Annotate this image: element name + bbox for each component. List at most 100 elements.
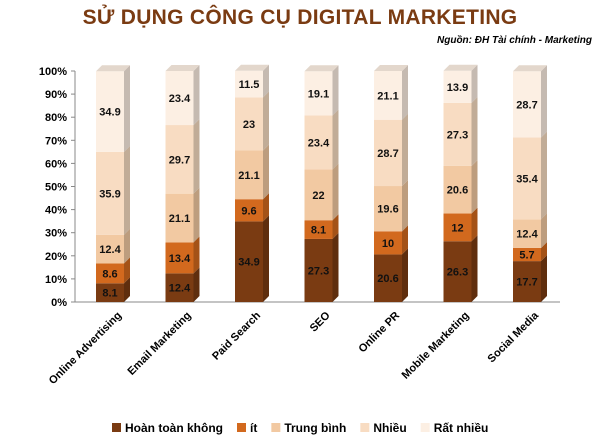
- bar-segment-side: [263, 215, 269, 302]
- data-label: 23.4: [308, 137, 330, 149]
- data-label: 13.9: [447, 82, 468, 94]
- bar-segment-side: [541, 241, 547, 262]
- bar-segment: [443, 102, 472, 166]
- bar-segment: [374, 231, 402, 255]
- bar-segment: [96, 151, 124, 235]
- x-tick-label: Email Marketing: [125, 310, 193, 378]
- bar-segment: [513, 247, 541, 262]
- data-label: 8.1: [311, 225, 326, 237]
- data-label: 17.7: [516, 277, 537, 289]
- bar-segment: [443, 70, 472, 103]
- bar-segment: [96, 234, 124, 264]
- bar-segment: [304, 71, 333, 116]
- bar-stack: [443, 64, 478, 302]
- data-label: 12.4: [169, 283, 191, 295]
- legend-label: Trung bình: [284, 421, 346, 435]
- bar-top-face: [513, 65, 547, 72]
- bar-segment: [374, 71, 402, 120]
- bar-segment: [235, 97, 263, 151]
- y-tick-label: 30%: [45, 228, 67, 240]
- bar-segment-side: [263, 193, 269, 222]
- bar-segment: [304, 220, 333, 239]
- legend-item: Trung bình: [271, 421, 346, 435]
- bar-segment-side: [332, 109, 339, 170]
- legend-swatch: [360, 423, 370, 432]
- legend: Hoàn toàn không ít Trung bình Nhiều Rất nhiề…: [112, 421, 488, 435]
- legend-label: Nhiều: [373, 421, 406, 435]
- bar-top-face: [96, 65, 130, 72]
- y-tick-label: 100%: [39, 66, 67, 78]
- bar-segment-side: [541, 255, 547, 302]
- bar-segment-side: [541, 213, 547, 248]
- x-tick-label: Online Advertising: [47, 310, 124, 387]
- bar-segment: [304, 238, 333, 302]
- legend-label: Hoàn toàn không: [125, 421, 223, 435]
- data-label: 27.3: [447, 129, 468, 141]
- data-label: 22: [312, 190, 324, 202]
- data-label: 28.7: [516, 99, 537, 111]
- x-tick-label: Mobile Marketing: [400, 310, 472, 382]
- data-label: 12: [451, 222, 463, 234]
- bar-segment: [235, 70, 263, 98]
- bar-segment: [96, 71, 124, 152]
- bar-segment-side: [124, 65, 130, 152]
- bar-segment: [235, 199, 263, 222]
- bar-segment-side: [124, 277, 130, 302]
- legend-swatch: [420, 423, 430, 432]
- bar-segment-side: [471, 159, 478, 214]
- data-label: 28.7: [377, 148, 398, 160]
- bar-segment: [165, 193, 194, 243]
- data-label: 20.6: [377, 273, 398, 285]
- y-tick-label: 80%: [45, 112, 67, 124]
- data-label: 19.1: [308, 88, 329, 100]
- legend-label: Rất nhiều: [434, 421, 489, 435]
- y-tick-label: 70%: [45, 135, 67, 147]
- bar-top-face: [374, 65, 408, 71]
- bar-segment-side: [124, 228, 130, 264]
- bar-stack: [374, 65, 408, 302]
- y-tick-label: 20%: [45, 251, 67, 263]
- x-tick-label: Social Media: [486, 309, 542, 365]
- bar-segment-side: [471, 96, 478, 166]
- bar-stack: [96, 65, 130, 302]
- bar-segment-side: [402, 180, 408, 232]
- bars: [96, 64, 547, 302]
- y-tick-label: 10%: [45, 274, 67, 286]
- legend-swatch: [112, 423, 121, 432]
- bar-segment-side: [402, 113, 408, 187]
- legend-swatch: [271, 423, 281, 432]
- bar-segment: [443, 165, 472, 214]
- data-label: 13.4: [169, 253, 191, 265]
- bar-segment-side: [332, 163, 339, 221]
- data-label: 34.9: [238, 257, 259, 269]
- data-label: 23: [243, 119, 255, 131]
- bar-segment: [96, 263, 124, 284]
- data-label: 10: [382, 238, 394, 250]
- bar-segment-side: [471, 235, 478, 302]
- chart-title: SỬ DỤNG CÔNG CỤ DIGITAL MARKETING: [82, 6, 518, 29]
- x-tick-label: Online PR: [356, 310, 402, 356]
- bar-segment-side: [124, 257, 130, 284]
- bar-segment: [165, 273, 194, 302]
- bar-segment-side: [471, 207, 478, 242]
- bar-segment-side: [263, 64, 269, 98]
- data-label: 21.1: [377, 90, 398, 102]
- data-label: 19.6: [377, 204, 398, 216]
- data-label: 29.7: [169, 154, 190, 166]
- data-label: 12.4: [99, 244, 121, 256]
- bar-segment: [304, 169, 333, 221]
- x-tick-label: Paid Search: [210, 309, 263, 362]
- bar-segment: [165, 125, 194, 194]
- bar-segment: [304, 115, 333, 170]
- bar-segment: [235, 221, 263, 302]
- data-label: 35.4: [516, 173, 538, 185]
- y-tick-label: 50%: [45, 182, 67, 194]
- legend-item: Rất nhiều: [420, 421, 489, 435]
- bar-stack: [513, 65, 547, 302]
- data-label: 12.4: [516, 229, 538, 241]
- bar-top-face: [165, 65, 200, 71]
- data-label: 21.1: [238, 170, 259, 182]
- bar-stack: [235, 64, 269, 302]
- chart-source: Nguồn: ĐH Tài chính - Marketing: [437, 35, 592, 46]
